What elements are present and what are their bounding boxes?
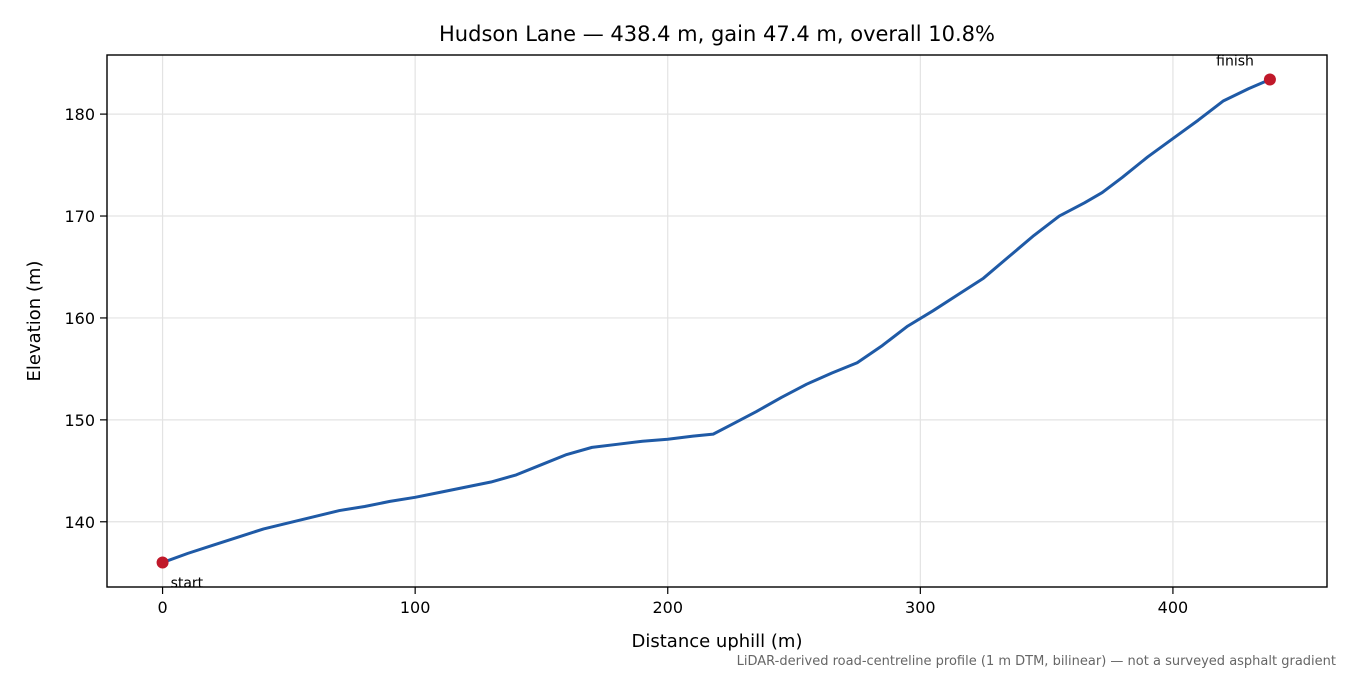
finish-marker	[1263, 73, 1276, 86]
x-tick-label: 400	[1158, 598, 1189, 617]
chart-title: Hudson Lane — 438.4 m, gain 47.4 m, over…	[439, 22, 995, 46]
x-tick-label: 300	[905, 598, 936, 617]
start-label: start	[171, 576, 204, 592]
y-tick-label: 180	[64, 105, 95, 124]
x-tick-label: 200	[652, 598, 683, 617]
start-marker	[156, 556, 169, 569]
chart-footnote: LiDAR-derived road-centreline profile (1…	[737, 654, 1336, 669]
y-tick-label: 170	[64, 207, 95, 226]
axis-ticks: 0 100 200 300 400 140 150 160 170 180	[64, 105, 1188, 617]
grid	[107, 55, 1327, 587]
endpoint-markers: start finish	[156, 53, 1276, 592]
y-tick-label: 150	[64, 411, 95, 430]
x-tick-label: 100	[400, 598, 431, 617]
x-tick-label: 0	[157, 598, 167, 617]
plot-frame	[106, 54, 1328, 588]
y-tick-label: 140	[64, 513, 95, 532]
y-axis-label: Elevation (m)	[24, 261, 45, 382]
y-tick-label: 160	[64, 309, 95, 328]
finish-label: finish	[1216, 53, 1254, 69]
elevation-series-line	[161, 77, 1272, 565]
x-axis-label: Distance uphill (m)	[632, 631, 803, 652]
